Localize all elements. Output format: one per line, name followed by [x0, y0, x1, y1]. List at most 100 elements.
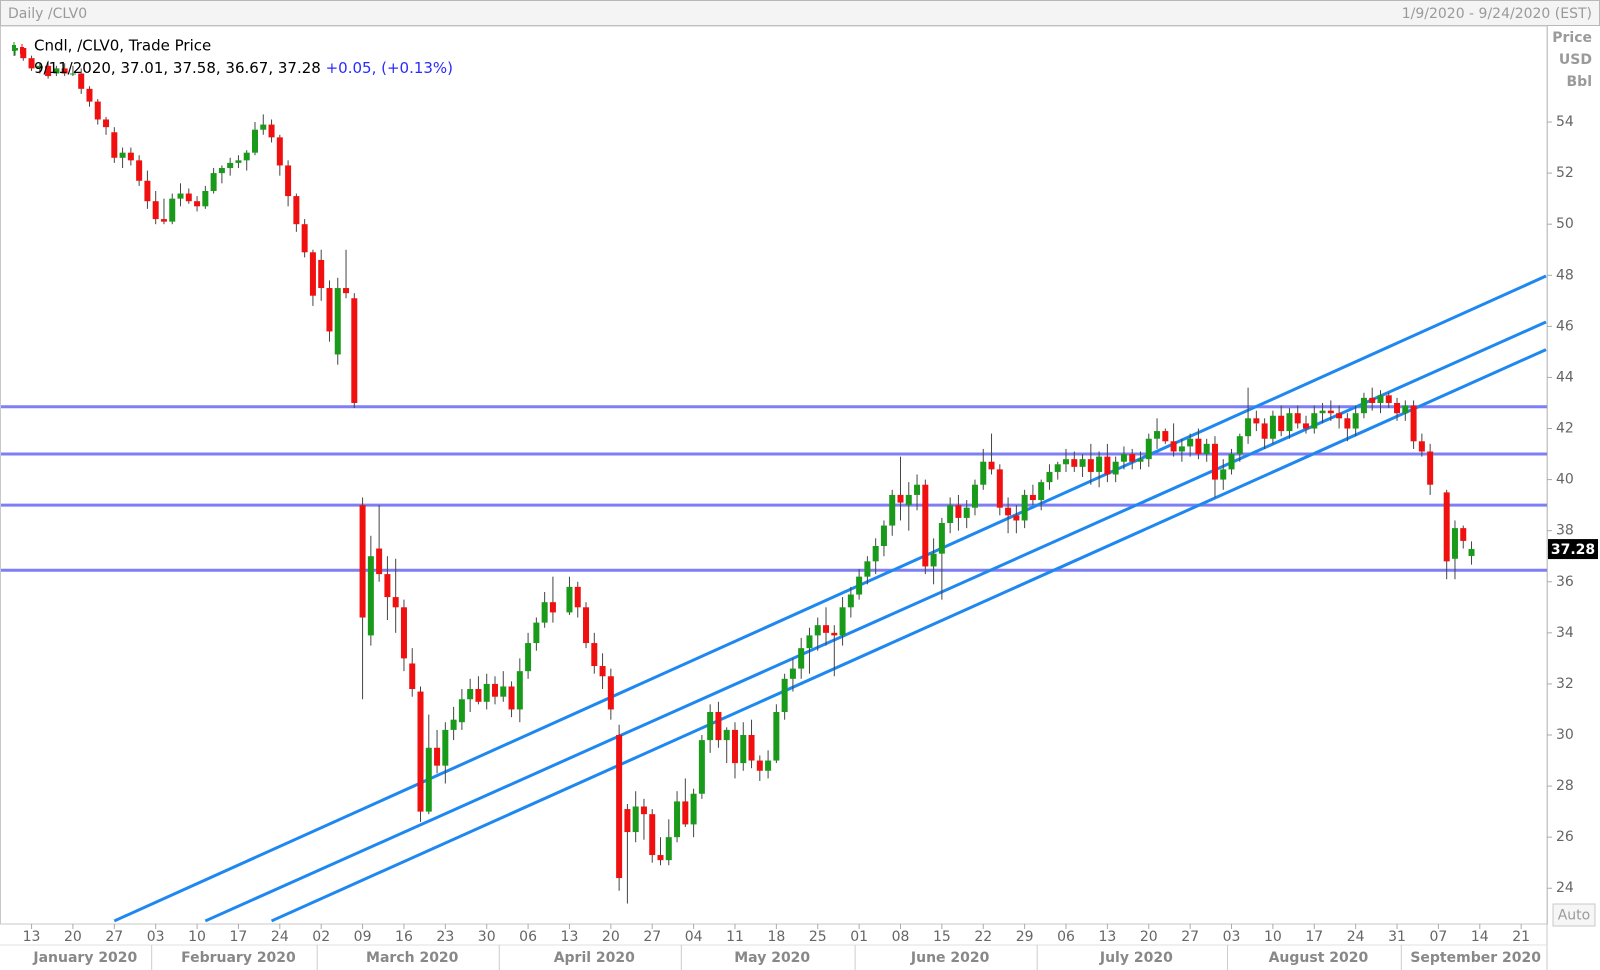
candle-body	[947, 505, 954, 524]
candle-body	[508, 686, 515, 710]
candle-body	[525, 643, 532, 672]
candle-body	[467, 689, 474, 700]
candle-body	[500, 686, 507, 697]
auto-button-frame[interactable]	[1552, 903, 1596, 927]
chart-title: Daily /CLV0	[8, 6, 87, 22]
candle-body	[707, 712, 714, 741]
candle-body	[268, 124, 275, 138]
x-tick-label: 08	[892, 929, 910, 945]
candle-body	[458, 699, 465, 723]
candle-body	[210, 173, 217, 191]
legend: Cndl, /CLV0, Trade Price 9/11/2020, 37.0…	[12, 37, 453, 77]
trend-line	[270, 348, 1547, 923]
candle-body	[897, 494, 904, 503]
candle-body	[343, 288, 350, 294]
candle-body	[227, 162, 234, 169]
x-tick-label: 27	[643, 929, 661, 945]
candle-body	[1336, 413, 1343, 419]
candle-body	[417, 691, 424, 812]
candle-body	[1195, 438, 1202, 455]
candle-body	[549, 602, 556, 613]
candle-body	[285, 165, 292, 197]
candle-body	[1079, 459, 1086, 467]
candle-body	[1245, 418, 1252, 437]
candle-body	[235, 160, 242, 163]
candle-body	[905, 494, 912, 506]
x-tick-label: 13	[561, 929, 579, 945]
month-label: May 2020	[734, 950, 810, 966]
candle-body	[1063, 459, 1070, 465]
month-label: April 2020	[554, 950, 635, 966]
y-tick-label: 34	[1556, 625, 1574, 641]
candle-body	[160, 219, 167, 222]
candle-body	[698, 740, 705, 794]
candle-body	[78, 73, 85, 89]
candle-body	[392, 597, 399, 608]
candle-body	[880, 525, 887, 547]
last-price-label: 37.28	[1551, 542, 1595, 558]
candle-body	[475, 689, 482, 702]
candle-body	[1228, 454, 1235, 470]
x-tick-label: 20	[602, 929, 620, 945]
candle-body	[1071, 459, 1078, 467]
y-tick-label: 30	[1556, 727, 1574, 743]
candle-body	[566, 586, 573, 613]
last-price-tag	[1548, 539, 1598, 560]
axes: 24 26 28 30 32 34 36 38 40 42 44 46 48 50 52 54 13 20 27 03…	[23, 114, 1598, 970]
candle-body	[434, 747, 441, 766]
candle-body	[591, 643, 598, 667]
candle-body	[872, 546, 879, 562]
candle-body	[765, 760, 772, 771]
candle-body	[1005, 507, 1012, 516]
candle-body	[1046, 471, 1053, 483]
candle-body	[1394, 402, 1401, 414]
month-label: March 2020	[366, 950, 459, 966]
candle-body	[177, 193, 184, 199]
auto-button[interactable]: Auto	[1552, 903, 1596, 927]
y-tick-label: 24	[1556, 880, 1574, 896]
candle-body	[624, 809, 631, 833]
candle-body	[1360, 397, 1367, 414]
candle-body	[541, 602, 548, 623]
x-tick-label: 27	[105, 929, 123, 945]
candle-body	[1154, 431, 1161, 439]
x-tick-label: 17	[230, 929, 248, 945]
candle-body	[1369, 397, 1376, 403]
candle-body	[640, 806, 647, 815]
candle-body	[260, 124, 267, 130]
candle-body	[657, 855, 664, 861]
candle-body	[1410, 405, 1417, 442]
candle-body	[839, 607, 846, 636]
x-tick-label: 18	[767, 929, 785, 945]
candle-body	[326, 288, 333, 332]
candle-body	[442, 729, 449, 766]
x-tick-label: 03	[147, 929, 165, 945]
x-tick-label: 23	[436, 929, 454, 945]
quote-change: +0.05, (+0.13%)	[326, 59, 453, 77]
x-tick-label: 30	[478, 929, 496, 945]
auto-button-label[interactable]: Auto	[1558, 908, 1591, 924]
x-tick-label: 24	[271, 929, 289, 945]
candle-body	[36, 65, 43, 69]
x-tick-label: 29	[1016, 929, 1034, 945]
month-label: February 2020	[181, 950, 296, 966]
candle-body	[185, 193, 192, 202]
candle-body	[409, 663, 416, 690]
candle-body	[938, 523, 945, 554]
price-axis-unit: USD	[1559, 52, 1592, 68]
candle-body	[864, 561, 871, 577]
x-tick-label: 09	[354, 929, 372, 945]
y-tick-label: 52	[1556, 165, 1574, 181]
candle-body	[318, 259, 325, 289]
y-tick-label: 48	[1556, 267, 1574, 283]
y-tick-label: 44	[1556, 369, 1574, 385]
month-label: June 2020	[910, 950, 990, 966]
candle-body	[1013, 515, 1020, 521]
candle-body	[516, 671, 523, 710]
candle-body	[914, 484, 921, 495]
legend-quote: 9/11/2020, 37.01, 37.58, 36.67, 37.28 +0…	[34, 59, 453, 77]
candle-body	[748, 735, 755, 761]
candle-body	[144, 180, 151, 202]
candle-body	[45, 65, 52, 77]
candle-body	[119, 152, 126, 158]
